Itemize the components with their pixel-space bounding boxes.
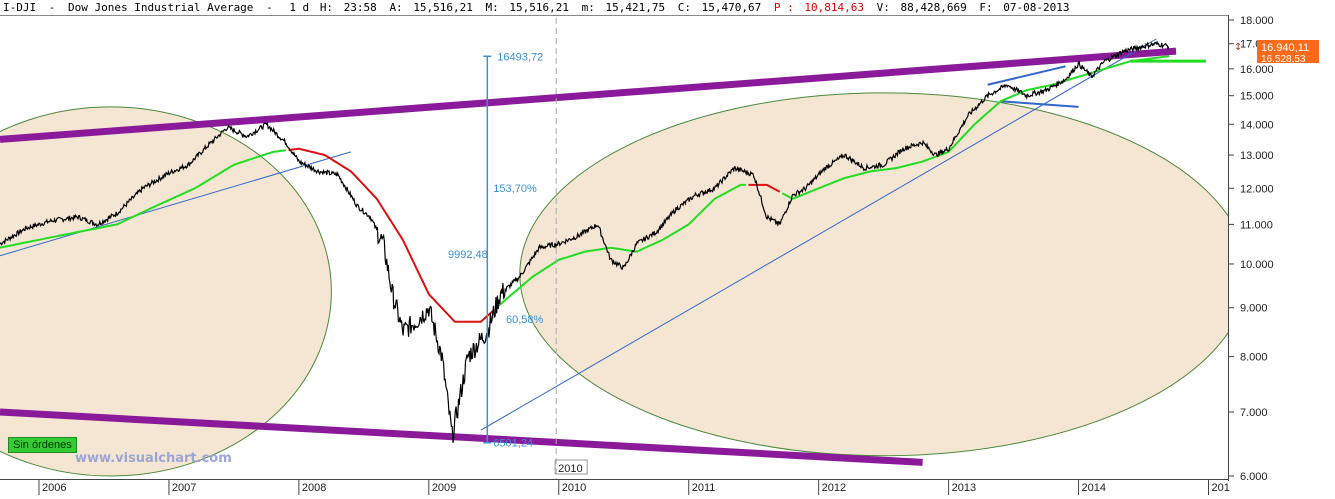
header-symbol: I-DJI xyxy=(3,1,36,14)
header-c-label: C: xyxy=(678,1,691,14)
x-tick-label: 2006 xyxy=(42,482,66,494)
right-ellipse xyxy=(519,92,1248,457)
header-p-label: P : xyxy=(774,1,794,14)
x-tick-label: 2011 xyxy=(692,482,716,494)
last-price-badge: 16.940,11 xyxy=(1257,40,1319,54)
annotation-layer: 16493,72 6501,24 153,70% 9992,48 60,58% 2010 xyxy=(448,18,588,479)
y-tick-label: 9.000 xyxy=(1240,303,1268,315)
ma-red-segment-1 xyxy=(748,183,781,193)
mid-level-label: 9992,48 xyxy=(448,249,488,261)
ma-red-segment-0 xyxy=(288,147,495,323)
header-name: Dow Jones Industrial Average xyxy=(68,1,253,14)
header-bar xyxy=(0,0,1335,15)
ma-green-segment-1 xyxy=(495,183,746,309)
header-timeframe: 1 d xyxy=(289,1,309,14)
loss-pct-label: 60,58% xyxy=(506,314,544,326)
header-m-value: 15,516,21 xyxy=(509,1,569,14)
x-axis-panel xyxy=(0,479,1228,495)
x-tick-label: 2013 xyxy=(952,482,976,494)
measure-top-label: 16493,72 xyxy=(497,51,543,63)
series-layer xyxy=(0,40,1170,443)
watermark: www.visualchart.com xyxy=(75,451,232,466)
y-tick-label: 14.000 xyxy=(1240,119,1274,131)
upper-channel-line xyxy=(0,47,1177,143)
x-tick-label: 2008 xyxy=(302,482,326,494)
x-tick-label: 2009 xyxy=(432,482,456,494)
y-tick-label: 16.000 xyxy=(1240,64,1274,76)
second-price-badge: 16.528,53 xyxy=(1257,54,1319,65)
x-tick-label: 2007 xyxy=(172,482,196,494)
header-v-value: 88,428,669 xyxy=(900,1,966,14)
header-min-label: m: xyxy=(582,1,595,14)
ellipse-layer xyxy=(0,92,1248,477)
header-f-label: F: xyxy=(979,1,992,14)
trend-2006-2007-line xyxy=(0,151,351,257)
header-v-label: V: xyxy=(877,1,890,14)
x-axis: 2006 2007 2008 2009 2010 2011 2012 2013 2014 201 xyxy=(38,479,1230,495)
chart-header: I-DJI - Dow Jones Industrial Average - 1… xyxy=(3,1,1069,14)
last-price-label: 16.940,11 xyxy=(1261,42,1309,54)
x-tick-label: 201 xyxy=(1212,482,1230,494)
y-tick-label: 8.000 xyxy=(1240,352,1268,364)
cursor-label-box xyxy=(554,459,588,475)
y-tick-label: 13.000 xyxy=(1240,150,1274,162)
y-tick-label: 6.000 xyxy=(1240,471,1268,483)
header-m-label: M: xyxy=(486,1,499,14)
price-line xyxy=(0,40,1170,443)
y-tick-label: 18.000 xyxy=(1240,15,1274,27)
header-a-label: A: xyxy=(389,1,402,14)
header-c-value: 15,470,67 xyxy=(702,1,762,14)
header-separator: - xyxy=(49,1,56,14)
gain-pct-label: 153,70% xyxy=(493,183,537,195)
x-tick-label: 2012 xyxy=(822,482,846,494)
header-a-value: 15,516,21 xyxy=(413,1,473,14)
y-tick-label: 12.000 xyxy=(1240,183,1274,195)
header-min-value: 15,421,75 xyxy=(606,1,666,14)
left-ellipse xyxy=(0,106,332,477)
wedge-upper-line xyxy=(987,65,1066,86)
second-price-label: 16.528,53 xyxy=(1261,54,1306,65)
y-tick-label: 15.000 xyxy=(1240,91,1274,103)
header-separator-2: - xyxy=(266,1,273,14)
y-tick-label: 10.000 xyxy=(1240,259,1274,271)
lower-channel-line xyxy=(0,408,923,466)
ma-green-segment-0 xyxy=(0,149,287,249)
header-f-value: 07-08-2013 xyxy=(1003,1,1069,14)
price-arrow-icon: ↕ xyxy=(1234,42,1242,53)
header-p-value: 10,814,63 xyxy=(804,1,864,14)
ma-green-segment-2 xyxy=(781,55,1170,200)
header-h-label: H: xyxy=(320,1,333,14)
cursor-label: 2010 xyxy=(558,463,582,475)
status-badge[interactable]: Sin órdenes xyxy=(8,437,77,453)
wedge-lower-line xyxy=(1000,100,1079,108)
y-axis-panel xyxy=(1228,15,1335,481)
x-tick-label: 2010 xyxy=(562,482,586,494)
y-tick-label: 11.000 xyxy=(1240,219,1273,231)
x-tick-label: 2014 xyxy=(1082,482,1106,494)
measure-bottom-label: 6501,24 xyxy=(493,438,533,450)
y-axis: 18.00017.00016.00015.00014.00013.00012.0… xyxy=(1228,15,1274,483)
header-h-value: 23:58 xyxy=(344,1,377,14)
y-tick-label: 7.000 xyxy=(1240,407,1268,419)
trendline-layer xyxy=(0,38,1206,466)
